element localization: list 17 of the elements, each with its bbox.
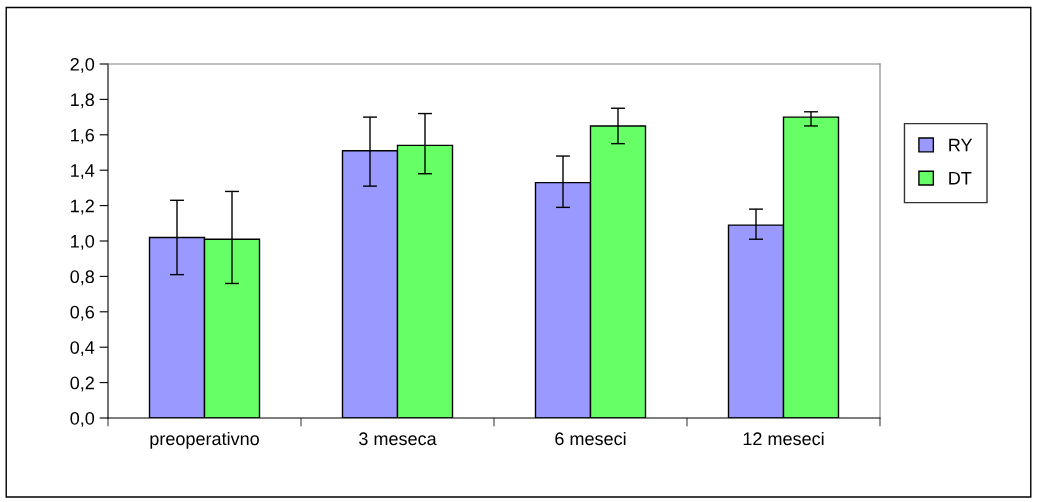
y-tick-label: 2,0 — [70, 57, 95, 73]
x-tick-label: 6 meseci — [555, 431, 626, 446]
legend-label: DT — [949, 172, 972, 185]
x-tick-label: preoperativno — [150, 431, 259, 449]
legend-label: RY — [949, 138, 973, 152]
y-tick-label: 0,8 — [70, 270, 95, 286]
y-tick-label: 0,0 — [70, 411, 95, 427]
y-tick-label: 1,4 — [71, 164, 95, 180]
y-tick-label: 1,6 — [71, 128, 95, 144]
y-tick-label: 0,2 — [70, 376, 94, 392]
y-tick-label: 1,2 — [71, 199, 94, 215]
y-tick-label: 1,0 — [71, 234, 95, 250]
x-tick-label: 3 meseca — [359, 432, 437, 446]
y-tick-label: 0,4 — [70, 341, 95, 357]
y-tick-label: 0,6 — [70, 305, 95, 321]
x-tick-label: 12 meseci — [743, 431, 824, 446]
y-tick-label: 1,8 — [71, 93, 95, 109]
